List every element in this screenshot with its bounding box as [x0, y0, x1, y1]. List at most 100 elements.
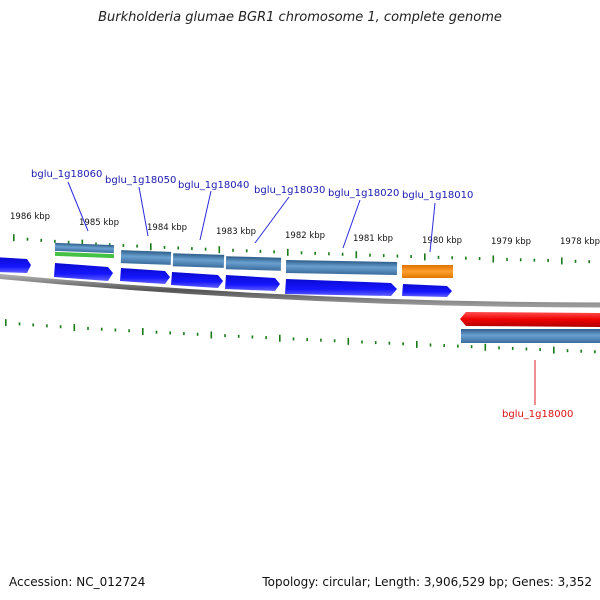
forward-cds-arrow[interactable] [120, 268, 170, 284]
ruler-major-tick [424, 253, 426, 261]
forward-cds-arrow[interactable] [171, 272, 223, 288]
ruler-minor-tick [437, 255, 440, 259]
tick-label: 1980 kbp [422, 236, 462, 246]
gene-label[interactable]: bglu_1g18010 [402, 190, 473, 201]
ruler-major-tick [81, 239, 84, 247]
ruler-minor-tick [300, 251, 303, 255]
gene-feature[interactable] [120, 250, 172, 265]
tick-label: 1978 kbp [560, 237, 600, 247]
gene-label[interactable]: bglu_1g18030 [254, 185, 325, 196]
ruler-minor-tick [59, 325, 62, 329]
tick-label: 1986 kbp [10, 212, 50, 222]
leader-line [138, 186, 149, 237]
ruler-minor-tick [273, 250, 275, 254]
ruler-major-tick [73, 324, 76, 332]
forward-cds-arrow[interactable] [54, 263, 113, 281]
forward-cds-arrow[interactable] [402, 284, 452, 297]
leader-line [67, 181, 89, 232]
gene-feature[interactable] [172, 253, 225, 268]
gene-feature-orange[interactable] [402, 265, 453, 278]
tick-label: 1985 kbp [79, 218, 119, 228]
ruler-minor-tick [470, 345, 473, 349]
forward-cds-arrow[interactable] [285, 279, 397, 296]
ruler-minor-tick [245, 249, 248, 253]
gene-feature-green[interactable] [54, 251, 115, 259]
gene-feature[interactable] [461, 329, 600, 343]
gene-feature[interactable] [225, 256, 282, 271]
gene-label[interactable]: bglu_1g18040 [178, 180, 249, 191]
forward-cds-arrow[interactable] [0, 257, 31, 273]
leader-line [429, 202, 436, 253]
gene-track [54, 242, 600, 343]
ruler-minor-tick [429, 343, 432, 347]
leader-line [342, 199, 361, 249]
ruler-minor-tick [177, 246, 179, 250]
leader-line [254, 196, 290, 244]
ruler-minor-tick [574, 259, 577, 263]
gene-label[interactable]: bglu_1g18050 [105, 175, 176, 186]
ruler-minor-tick [67, 240, 70, 244]
ruler-major-tick [13, 234, 15, 242]
ruler-minor-tick [128, 329, 130, 333]
outer-ruler [13, 234, 590, 265]
ruler-minor-tick [506, 257, 508, 261]
genome-summary: Topology: circular; Length: 3,906,529 bp… [262, 575, 592, 589]
gene-feature[interactable] [285, 260, 398, 275]
leader-line [199, 190, 212, 241]
ruler-minor-tick [46, 324, 48, 328]
ruler-minor-tick [328, 252, 330, 256]
ruler-major-tick [416, 340, 418, 348]
page-title: Burkholderia glumae BGR1 chromosome 1, c… [98, 10, 502, 25]
ruler-minor-tick [108, 243, 111, 247]
ruler-minor-tick [478, 257, 481, 261]
ruler-minor-tick [369, 253, 371, 257]
ruler-minor-tick [588, 260, 590, 264]
forward-cds-arrow[interactable] [225, 275, 280, 291]
gene-feature[interactable] [54, 242, 115, 254]
ruler-minor-tick [443, 344, 445, 348]
forward-cds-track [0, 257, 452, 297]
ruler-major-tick [150, 243, 152, 251]
ruler-minor-tick [566, 349, 569, 353]
tick-label: 1982 kbp [285, 231, 325, 241]
ruler-minor-tick [292, 337, 295, 341]
ruler-major-tick [484, 343, 487, 351]
ruler-minor-tick [122, 243, 125, 247]
ruler-minor-tick [539, 348, 541, 352]
ruler-minor-tick [100, 327, 103, 331]
tick-label: 1983 kbp [216, 227, 256, 237]
ruler-minor-tick [402, 342, 404, 346]
ruler-major-tick [347, 337, 350, 345]
ruler-minor-tick [320, 338, 322, 342]
ruler-minor-tick [382, 254, 385, 258]
tick-label: 1981 kbp [353, 234, 393, 244]
ruler-minor-tick [87, 326, 89, 330]
ruler-minor-tick [114, 328, 117, 332]
ruler-minor-tick [388, 341, 391, 345]
ruler-minor-tick [396, 254, 399, 258]
gene-label[interactable]: bglu_1g18060 [31, 169, 102, 180]
ruler-major-tick [5, 319, 7, 327]
ruler-major-tick [218, 246, 221, 254]
reverse-cds-arrow[interactable] [460, 312, 600, 327]
ruler-major-tick [287, 248, 289, 256]
ruler-minor-tick [224, 334, 226, 338]
ruler-major-tick [279, 334, 281, 342]
ruler-minor-tick [26, 237, 29, 241]
ruler-major-tick [355, 251, 358, 259]
gene-label[interactable]: bglu_1g18000 [502, 409, 573, 420]
ruler-minor-tick [314, 251, 316, 255]
ruler-minor-tick [18, 322, 21, 326]
inner-ruler [5, 319, 596, 354]
ruler-minor-tick [40, 238, 42, 242]
gene-label[interactable]: bglu_1g18020 [328, 188, 399, 199]
ruler-minor-tick [191, 247, 193, 251]
ruler-minor-tick [451, 256, 453, 260]
ruler-minor-tick [341, 252, 344, 256]
ruler-minor-tick [259, 249, 262, 253]
ruler-minor-tick [32, 323, 34, 327]
ruler-minor-tick [204, 247, 207, 251]
ruler-minor-tick [519, 258, 522, 262]
ruler-minor-tick [511, 346, 514, 350]
